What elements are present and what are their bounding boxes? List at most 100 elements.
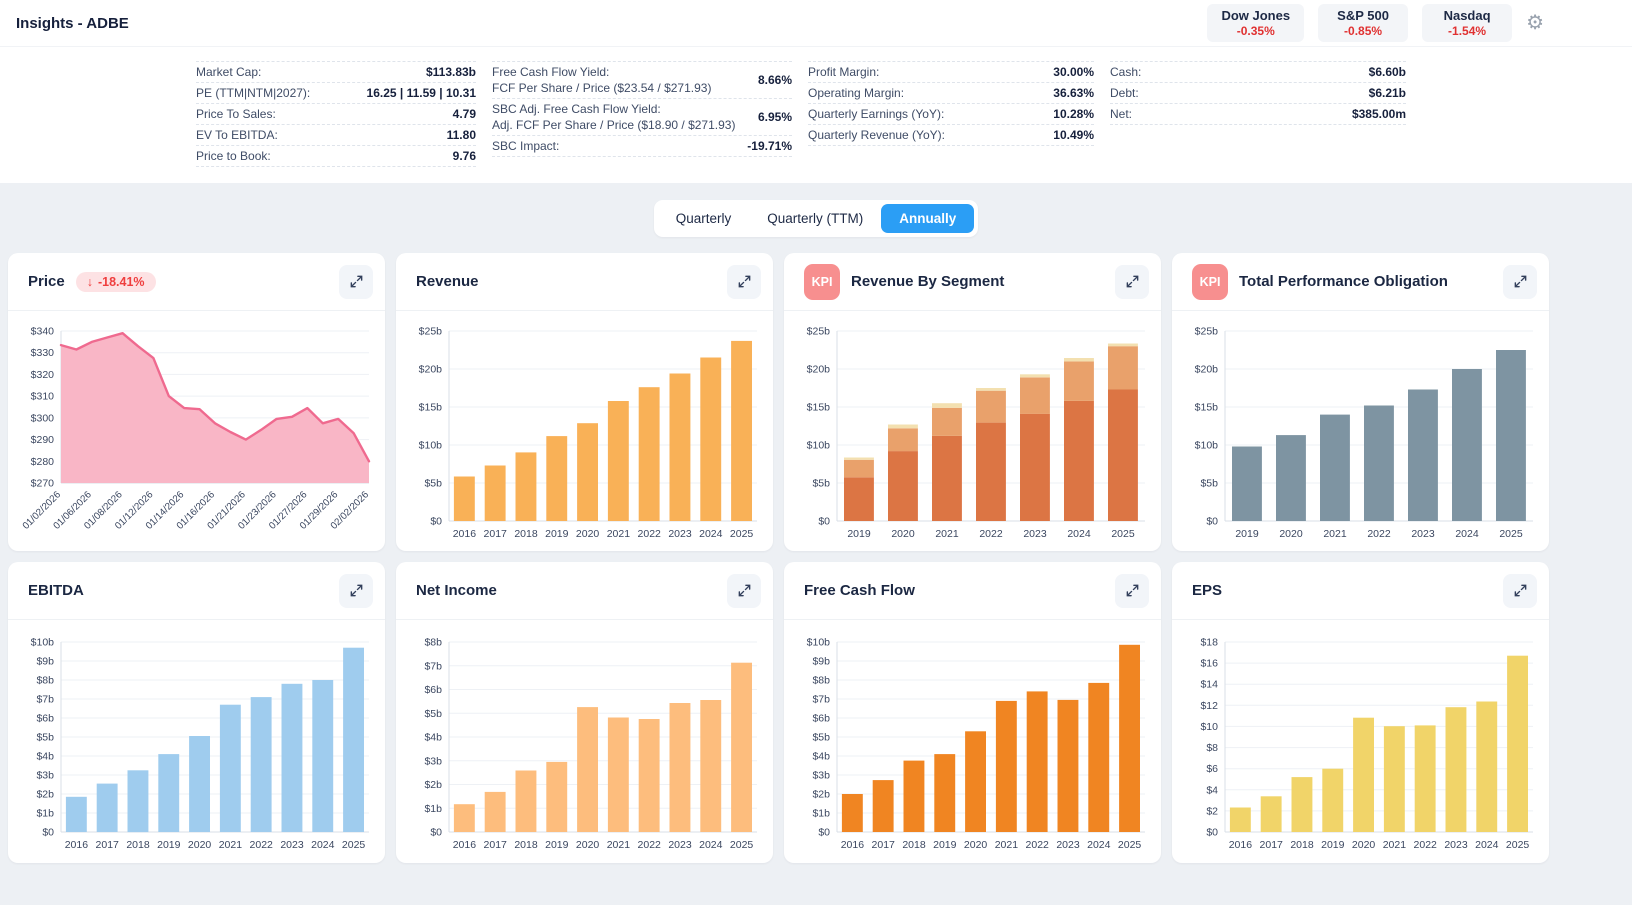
index-name: Dow Jones bbox=[1221, 8, 1291, 23]
svg-text:$330: $330 bbox=[30, 347, 54, 359]
svg-text:$25b: $25b bbox=[1194, 326, 1218, 338]
svg-text:2022: 2022 bbox=[979, 528, 1003, 540]
period-option-quarterly-ttm[interactable]: Quarterly (TTM) bbox=[749, 204, 881, 233]
svg-text:2020: 2020 bbox=[891, 528, 915, 540]
settings-gear-icon[interactable]: ⚙ bbox=[1526, 12, 1544, 34]
svg-text:$25b: $25b bbox=[806, 326, 830, 338]
svg-text:2024: 2024 bbox=[699, 839, 723, 851]
svg-text:2024: 2024 bbox=[1455, 528, 1479, 540]
expand-button[interactable] bbox=[1115, 573, 1149, 608]
market-indices: Dow Jones -0.35% S&P 500 -0.85% Nasdaq -… bbox=[1207, 4, 1544, 42]
svg-text:2016: 2016 bbox=[64, 839, 88, 851]
stat-row: SBC Adj. Free Cash Flow Yield: Adj. FCF P… bbox=[492, 99, 792, 136]
svg-text:2017: 2017 bbox=[871, 839, 895, 851]
index-chip-sp500: S&P 500 -0.85% bbox=[1318, 4, 1409, 42]
svg-text:2024: 2024 bbox=[1087, 839, 1111, 851]
expand-icon bbox=[1514, 584, 1526, 597]
kpi-badge: KPI bbox=[1192, 263, 1228, 300]
svg-text:$1b: $1b bbox=[36, 808, 54, 820]
expand-button[interactable] bbox=[339, 573, 373, 608]
svg-text:2021: 2021 bbox=[606, 839, 630, 851]
card-header: KPI Revenue By Segment bbox=[784, 253, 1161, 311]
expand-button[interactable] bbox=[727, 264, 761, 299]
svg-text:2019: 2019 bbox=[545, 839, 569, 851]
expand-icon bbox=[738, 275, 750, 288]
svg-text:$15b: $15b bbox=[418, 402, 442, 414]
stat-row: Debt: $6.21b bbox=[1110, 83, 1406, 104]
stats-column-valuation: Market Cap: $113.83b PE (TTM|NTM|2027): 16.… bbox=[196, 61, 476, 167]
card-title: EBITDA bbox=[28, 582, 84, 599]
svg-text:$10b: $10b bbox=[806, 637, 830, 649]
stat-label: Quarterly Revenue (YoY): bbox=[808, 128, 945, 142]
svg-text:$0: $0 bbox=[1206, 516, 1218, 528]
svg-text:2018: 2018 bbox=[514, 528, 538, 540]
period-option-annually[interactable]: Annually bbox=[881, 204, 975, 233]
svg-text:$7b: $7b bbox=[36, 694, 54, 706]
card-title: Net Income bbox=[416, 582, 497, 599]
stat-label: Market Cap: bbox=[196, 65, 262, 79]
card-header: Free Cash Flow bbox=[784, 562, 1161, 620]
svg-text:$18: $18 bbox=[1200, 637, 1218, 649]
svg-text:$0: $0 bbox=[430, 827, 442, 839]
svg-text:$290: $290 bbox=[30, 434, 54, 446]
total-performance-obligation-chart: $0 $5b $10b $15b $20b $25b 2019 2020 2021 2022 202… bbox=[1194, 326, 1533, 540]
stat-label: SBC Impact: bbox=[492, 139, 560, 153]
chart-card-revenue: Revenue $0 $5b $10b $15b $20b $25b 2016 2017 201… bbox=[396, 253, 773, 551]
svg-text:$14: $14 bbox=[1200, 679, 1218, 691]
net-income-chart: $0 $1b $2b $3b $4b $5b $6b $7b $8b 2016 2017 2018 20… bbox=[424, 637, 757, 851]
period-toggle-row: Quarterly Quarterly (TTM) Annually bbox=[0, 200, 1632, 237]
stat-row: EV To EBITDA: 11.80 bbox=[196, 125, 476, 146]
stat-label: PE (TTM|NTM|2027): bbox=[196, 86, 311, 100]
stat-value: $6.21b bbox=[1368, 86, 1406, 100]
svg-text:2020: 2020 bbox=[575, 839, 599, 851]
stat-value: 8.66% bbox=[757, 73, 792, 87]
svg-text:$4b: $4b bbox=[424, 732, 442, 744]
svg-text:$10: $10 bbox=[1200, 721, 1218, 733]
chart-card-price: Price ↓ -18.41% $270 $280 $290 $300 $310 $320… bbox=[8, 253, 385, 551]
index-change: -0.35% bbox=[1236, 24, 1275, 38]
svg-text:2016: 2016 bbox=[1228, 839, 1252, 851]
expand-button[interactable] bbox=[727, 573, 761, 608]
card-title: Total Performance Obligation bbox=[1239, 273, 1448, 290]
svg-text:$0: $0 bbox=[430, 516, 442, 528]
period-option-quarterly[interactable]: Quarterly bbox=[658, 204, 750, 233]
stat-row: Free Cash Flow Yield: FCF Per Share / Pri… bbox=[492, 61, 792, 99]
svg-text:$3b: $3b bbox=[812, 770, 830, 782]
svg-text:$5b: $5b bbox=[424, 478, 442, 490]
svg-text:2020: 2020 bbox=[1351, 839, 1375, 851]
svg-text:$20b: $20b bbox=[806, 364, 830, 376]
svg-text:2019: 2019 bbox=[1321, 839, 1345, 851]
svg-text:$2: $2 bbox=[1206, 805, 1218, 817]
svg-text:$7b: $7b bbox=[812, 694, 830, 706]
expand-button[interactable] bbox=[1503, 264, 1537, 299]
svg-text:$0: $0 bbox=[1206, 827, 1218, 839]
expand-icon bbox=[350, 275, 362, 288]
svg-text:$3b: $3b bbox=[424, 755, 442, 767]
svg-text:$12: $12 bbox=[1200, 700, 1218, 712]
stat-value: 10.49% bbox=[1053, 128, 1094, 142]
price-change-value: -18.41% bbox=[97, 274, 145, 289]
svg-text:$2b: $2b bbox=[812, 789, 830, 801]
price-change-badge: ↓ -18.41% bbox=[75, 271, 156, 292]
expand-button[interactable] bbox=[1503, 573, 1537, 608]
svg-text:$4b: $4b bbox=[812, 751, 830, 763]
expand-button[interactable] bbox=[1115, 264, 1149, 299]
svg-text:2024: 2024 bbox=[311, 839, 335, 851]
svg-text:$10b: $10b bbox=[30, 637, 54, 649]
svg-text:2018: 2018 bbox=[1290, 839, 1314, 851]
card-title: Revenue By Segment bbox=[851, 273, 1005, 290]
index-chip-dow-jones: Dow Jones -0.35% bbox=[1207, 4, 1305, 42]
svg-text:2025: 2025 bbox=[1117, 839, 1141, 851]
svg-text:$6b: $6b bbox=[424, 684, 442, 696]
card-title: Price bbox=[28, 273, 65, 290]
stat-label: EV To EBITDA: bbox=[196, 128, 278, 142]
expand-button[interactable] bbox=[339, 264, 373, 299]
svg-text:$20b: $20b bbox=[418, 364, 442, 376]
chart-card-ebitda: EBITDA $0 $1b $2b $3b $4b $5b $6b $7b $8b $9b $10b… bbox=[8, 562, 385, 863]
chart-card-total-performance-obligation: KPI Total Performance Obligation $0 $5b $1… bbox=[1172, 253, 1549, 551]
svg-text:2018: 2018 bbox=[126, 839, 150, 851]
svg-text:2023: 2023 bbox=[1444, 839, 1468, 851]
stat-row: Net: $385.00m bbox=[1110, 104, 1406, 125]
svg-text:$320: $320 bbox=[30, 369, 54, 381]
svg-text:2019: 2019 bbox=[847, 528, 871, 540]
